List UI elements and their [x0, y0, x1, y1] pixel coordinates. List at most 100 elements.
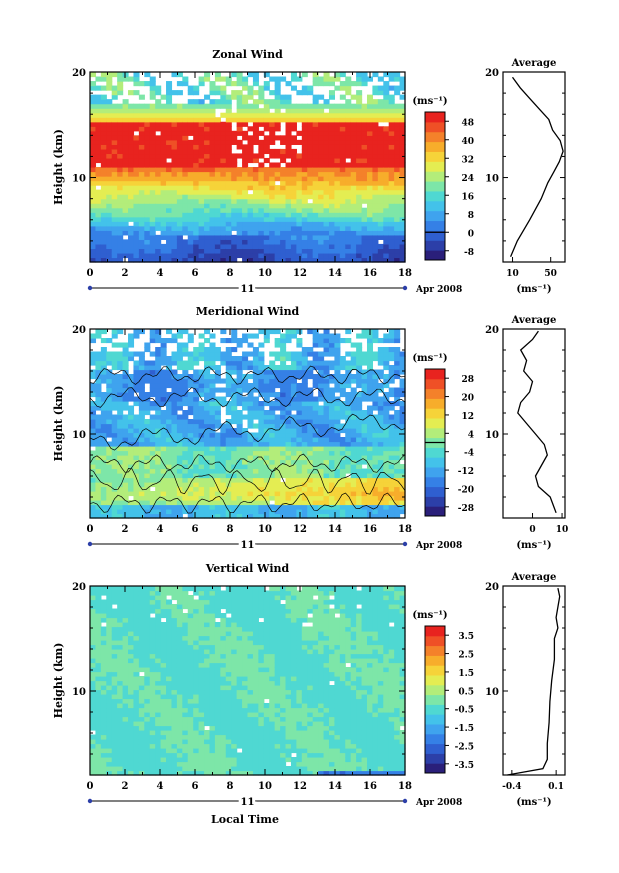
heatmap-cell [334, 153, 341, 159]
heatmap-cell [166, 221, 173, 227]
heatmap-cell [345, 76, 352, 82]
heatmap-cell [111, 590, 118, 596]
heatmap-cell [334, 495, 341, 501]
heatmap-cell [106, 162, 113, 168]
heatmap-cell [90, 85, 97, 91]
heatmap-cell [155, 212, 162, 218]
heatmap-cell [356, 486, 363, 492]
heatmap-cell [372, 356, 379, 362]
heatmap-cell [318, 405, 325, 411]
heatmap-cell [155, 392, 162, 398]
heatmap-cell [128, 689, 135, 695]
heatmap-cell [258, 513, 265, 519]
heatmap-cell [231, 130, 238, 136]
heatmap-cell [263, 85, 270, 91]
heatmap-cell [274, 477, 281, 483]
heatmap-cell [296, 374, 303, 380]
heatmap-cell [90, 176, 97, 182]
heatmap-cell [345, 486, 352, 492]
heatmap-cell [182, 383, 189, 389]
heatmap-cell [111, 685, 118, 691]
heatmap-cell [242, 171, 249, 177]
heatmap-cell [214, 85, 221, 91]
heatmap-cell [236, 216, 243, 222]
heatmap-cell [176, 455, 183, 461]
heatmap-cell [328, 248, 335, 254]
heatmap-cell [155, 513, 162, 519]
heatmap-cell [100, 658, 107, 664]
heatmap-cell [111, 450, 118, 456]
heatmap-cell [117, 653, 124, 659]
heatmap-cell [187, 441, 194, 447]
heatmap-cell [247, 423, 254, 429]
heatmap-cell [95, 631, 102, 637]
heatmap-cell [171, 257, 178, 263]
heatmap-cell [269, 473, 276, 479]
heatmap-cell [383, 513, 390, 519]
heatmap-cell [144, 459, 151, 465]
heatmap-cell [334, 419, 341, 425]
heatmap-cell [138, 180, 145, 186]
heatmap-cell [274, 117, 281, 123]
heatmap-cell [345, 189, 352, 195]
heatmap-cell [263, 374, 270, 380]
heatmap-cell [323, 441, 330, 447]
heatmap-cell [187, 239, 194, 245]
heatmap-cell [214, 419, 221, 425]
heatmap-cell [323, 99, 330, 105]
heatmap-cell [160, 347, 167, 353]
heatmap-cell [383, 423, 390, 429]
heatmap-cell [95, 685, 102, 691]
heatmap-cell [328, 130, 335, 136]
heatmap-cell [274, 482, 281, 488]
heatmap-cell [372, 500, 379, 506]
heatmap-cell [204, 437, 211, 443]
heatmap-cell [361, 441, 368, 447]
heatmap-cell [95, 203, 102, 209]
heatmap-cell [366, 139, 374, 145]
colorbar-swatch [425, 467, 445, 478]
heatmap-cell [339, 374, 346, 380]
heatmap-cell [95, 482, 102, 488]
heatmap-cell [345, 464, 352, 470]
heatmap-cell [334, 387, 341, 393]
heatmap-cell [318, 144, 325, 150]
heatmap-cell [345, 167, 352, 173]
heatmap-cell [258, 446, 265, 452]
heatmap-cell [318, 248, 325, 254]
heatmap-cell [242, 176, 249, 182]
average-y-tick-label: 10 [485, 430, 499, 441]
heatmap-cell [117, 225, 124, 231]
heatmap-cell [117, 640, 124, 646]
heatmap-cell [122, 748, 129, 754]
heatmap-cell [220, 257, 227, 263]
heatmap-cell [345, 162, 352, 168]
heatmap-cell [209, 410, 216, 416]
heatmap-cell [312, 495, 319, 501]
heatmap-cell [133, 171, 140, 177]
heatmap-cell [350, 176, 357, 182]
heatmap-cell [323, 121, 330, 127]
heatmap-cell [198, 239, 205, 245]
heatmap-cell [138, 365, 145, 371]
heatmap-cell [106, 216, 113, 222]
heatmap-cell [242, 356, 249, 362]
heatmap-cell [242, 378, 249, 384]
heatmap-cell [220, 243, 227, 250]
heatmap-cell [280, 203, 287, 209]
heatmap-cell [323, 495, 330, 501]
heatmap-cell [122, 356, 129, 362]
heatmap-cells [90, 72, 406, 263]
heatmap-cell [290, 401, 297, 407]
heatmap-cell [290, 405, 297, 411]
heatmap-cell [117, 144, 124, 150]
heatmap-cell [361, 477, 368, 483]
heatmap-cell [296, 419, 303, 425]
heatmap-cell [187, 428, 194, 434]
heatmap-cell [111, 121, 118, 127]
heatmap-cell [399, 369, 406, 375]
heatmap-cell [394, 203, 401, 209]
heatmap-cell [307, 135, 314, 141]
heatmap-cell [204, 392, 211, 398]
heatmap-cell [106, 622, 113, 628]
